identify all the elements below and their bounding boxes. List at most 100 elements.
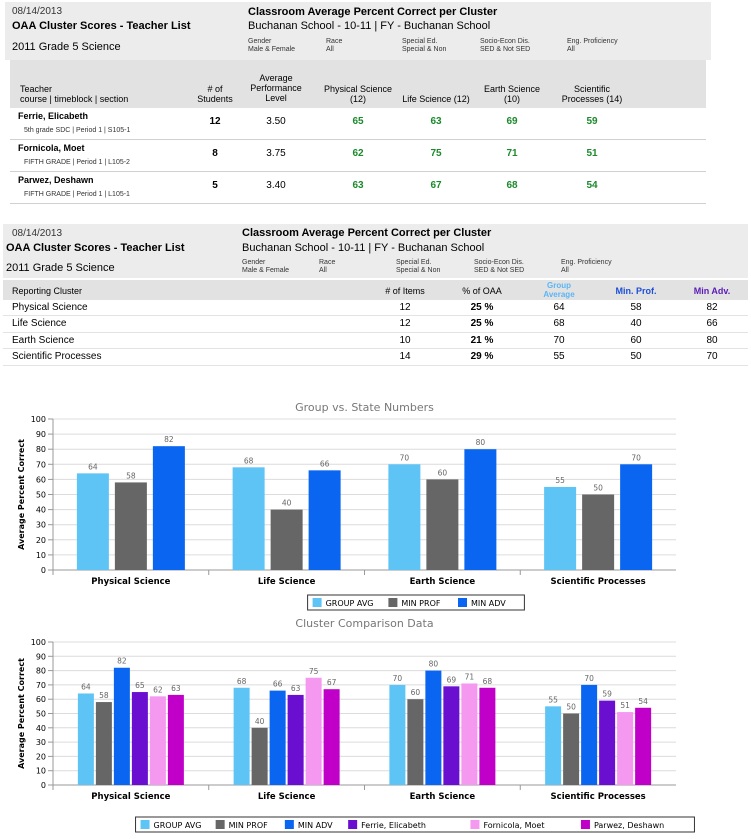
bar-min-adv	[425, 670, 442, 785]
chart-title: Cluster Comparison Data	[295, 617, 433, 630]
teacher-course: FIFTH GRADE | Period 1 | L105-2	[24, 159, 130, 166]
table-row[interactable]: Fornicola, Moet FIFTH GRADE | Period 1 |…	[10, 140, 706, 172]
table-row[interactable]: Ferrie, Elicabeth 5th grade SDC | Period…	[10, 108, 706, 140]
data-label: 67	[327, 678, 337, 687]
table-row[interactable]: Parwez, Deshawn FIFTH GRADE | Period 1 |…	[10, 172, 706, 204]
report2-title: OAA Cluster Scores - Teacher List	[6, 242, 185, 254]
avg-level: 3.75	[266, 148, 286, 159]
earth-score: 71	[506, 148, 518, 159]
col-physical-science: Physical Science (12)	[323, 84, 393, 104]
life-score: 63	[430, 116, 442, 127]
report2-header	[3, 224, 748, 278]
bar-min-prof	[426, 479, 459, 570]
data-label: 70	[584, 674, 594, 683]
report2-date: 08/14/2013	[12, 228, 63, 239]
bar-parwez-deshawn	[323, 689, 340, 785]
x-tick-label: Physical Science	[91, 792, 170, 802]
data-label: 50	[593, 484, 603, 493]
teacher-course: FIFTH GRADE | Period 1 | L105-1	[24, 191, 130, 198]
x-tick-label: Earth Science	[410, 577, 476, 587]
data-label: 40	[255, 717, 265, 726]
report1-school: Buchanan School - 10-11 | FY - Buchanan …	[248, 20, 491, 32]
report1-date: 08/14/2013	[12, 6, 63, 17]
bar-min-prof	[270, 509, 303, 570]
table-row[interactable]: Scientific Processes 14 29 % 55 50 70	[3, 349, 748, 366]
bar-ferrie-elicabeth	[599, 700, 616, 785]
bar-parwez-deshawn	[635, 707, 652, 785]
legend-swatch	[284, 820, 294, 829]
table-row[interactable]: Earth Science 10 21 % 70 60 80	[3, 333, 748, 349]
data-label: 59	[602, 690, 612, 699]
cluster-name: Life Science	[12, 318, 67, 329]
y-tick-label: 60	[36, 475, 46, 484]
legend-item: GROUP AVG	[326, 599, 374, 608]
legend-item: GROUP AVG	[154, 821, 202, 830]
x-tick-label: Scientific Processes	[551, 792, 646, 802]
bar-group-avg	[232, 467, 265, 570]
physical-score: 65	[352, 116, 364, 127]
legend-item: MIN PROF	[229, 821, 268, 830]
data-label: 66	[320, 459, 330, 468]
bar-min-prof	[95, 702, 112, 785]
report2-subtitle: 2011 Grade 5 Science	[6, 262, 115, 274]
bar-group-avg	[389, 684, 406, 785]
y-tick-label: 70	[36, 681, 46, 690]
data-label: 82	[117, 657, 127, 666]
y-tick-label: 50	[36, 491, 46, 500]
col-items: # of Items	[385, 286, 425, 296]
legend-swatch	[312, 598, 322, 607]
report1-column-header	[10, 60, 706, 108]
legend-item: MIN ADV	[471, 599, 506, 608]
bar-fornicola-moet	[461, 683, 478, 785]
legend-swatch	[388, 598, 398, 607]
report1-header	[5, 2, 711, 60]
data-label: 64	[88, 462, 98, 471]
legend-swatch	[470, 820, 480, 829]
data-label: 63	[291, 684, 301, 693]
data-label: 68	[237, 677, 247, 686]
data-label: 70	[631, 453, 641, 462]
report1-filter-race: Race All	[326, 38, 343, 53]
report1-subtitle: 2011 Grade 5 Science	[12, 41, 121, 53]
bar-parwez-deshawn	[479, 687, 496, 785]
y-tick-label: 40	[36, 724, 46, 733]
teacher-name[interactable]: Fornicola, Moet	[18, 143, 85, 153]
legend-swatch	[215, 820, 225, 829]
items-count: 14	[399, 351, 411, 362]
scientific-score: 54	[586, 180, 598, 191]
legend-swatch	[348, 820, 358, 829]
report2-filter-socio-econ: Socio-Econ Dis. SED & Not SED	[474, 259, 525, 274]
bar-min-prof	[114, 482, 147, 570]
table-row[interactable]: Life Science 12 25 % 68 40 66	[3, 316, 748, 333]
col-min-prof: Min. Prof.	[615, 286, 657, 296]
legend	[307, 594, 525, 611]
data-label: 69	[447, 675, 457, 684]
bar-parwez-deshawn	[167, 694, 184, 785]
teacher-name[interactable]: Ferrie, Elicabeth	[18, 111, 89, 121]
life-score: 67	[430, 180, 442, 191]
cluster-name: Earth Science	[12, 335, 75, 346]
report1-heading: Classroom Average Percent Correct per Cl…	[248, 6, 498, 18]
teacher-name[interactable]: Parwez, Deshawn	[18, 175, 94, 185]
report1-filter-eng-prof: Eng. Proficiency All	[567, 38, 618, 53]
report1-filter-special-ed: Special Ed. Special & Non	[402, 38, 447, 53]
legend-swatch	[140, 820, 150, 829]
report2-column-header	[3, 280, 748, 300]
y-tick-label: 60	[36, 695, 46, 704]
y-tick-label: 90	[36, 652, 46, 661]
bar-min-adv	[308, 470, 341, 570]
cluster-name: Physical Science	[12, 302, 88, 313]
col-students: # of Students	[197, 84, 233, 104]
bar-group-avg	[77, 693, 94, 785]
col-min-adv: Min Adv.	[693, 286, 731, 296]
col-group-average: Group Average	[543, 281, 575, 299]
min-adv: 66	[706, 318, 718, 329]
y-tick-label: 100	[31, 638, 46, 647]
data-label: 58	[99, 691, 109, 700]
table-row[interactable]: Physical Science 12 25 % 64 58 82	[3, 300, 748, 316]
data-label: 70	[400, 453, 410, 462]
y-tick-label: 50	[36, 710, 46, 719]
data-label: 71	[465, 672, 475, 681]
students-count: 12	[209, 116, 221, 127]
bar-min-prof	[582, 494, 615, 570]
